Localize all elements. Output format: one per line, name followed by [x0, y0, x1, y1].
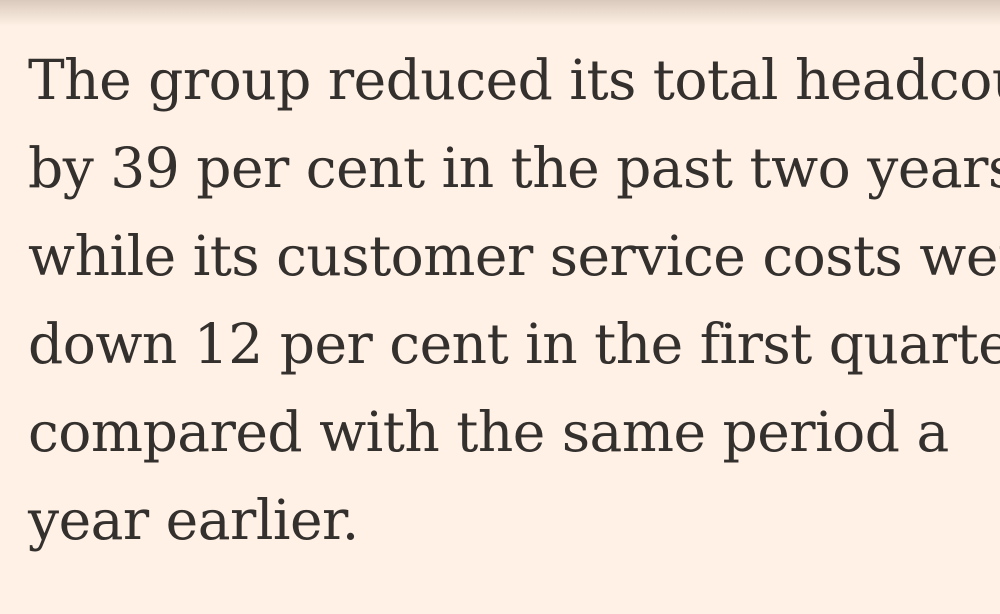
paragraph-line: while its customer service costs were — [28, 224, 1000, 288]
header-shadow — [0, 0, 1000, 26]
paragraph-line: compared with the same period a — [28, 400, 949, 464]
paragraph-line: year earlier. — [28, 488, 359, 552]
paragraph-line: down 12 per cent in the first quarter — [28, 312, 1000, 376]
paragraph-line: The group reduced its total headcount — [28, 48, 1000, 112]
article-paragraph: The group reduced its total headcount by… — [28, 36, 1000, 564]
paragraph-line: by 39 per cent in the past two years, — [28, 136, 1000, 200]
